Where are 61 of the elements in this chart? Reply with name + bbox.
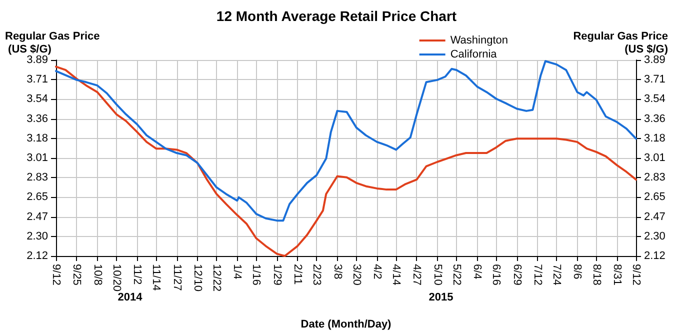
y2-tick-label: 2.83 xyxy=(644,172,666,184)
x-tick-label: 5/22 xyxy=(450,264,462,286)
x-tick-label: 7/12 xyxy=(531,264,544,286)
x-tick-label: 9/12 xyxy=(630,264,642,286)
x-tick-label: 8/18 xyxy=(590,264,602,286)
y-axis-title: Regular Gas Price (US $/G) xyxy=(5,30,100,56)
y-tick-label: 2.65 xyxy=(26,191,48,204)
x-tick-label: 8/31 xyxy=(610,264,623,286)
x-tick-label: 9/25 xyxy=(70,264,83,286)
x-tick-label: 1/16 xyxy=(250,264,262,286)
y-tick-label: 3.54 xyxy=(26,93,48,106)
x-tick-label: 4/27 xyxy=(410,264,423,286)
x-tick-label: 1/4 xyxy=(231,264,244,280)
y-tick-label: 3.71 xyxy=(26,74,48,86)
y2-tick-label: 3.89 xyxy=(644,54,666,66)
y-tick-label: 3.36 xyxy=(26,112,48,125)
y-tick-label: 3.18 xyxy=(26,132,48,144)
x-tick-label: 11/14 xyxy=(150,264,162,291)
y2-tick-label: 2.47 xyxy=(644,210,666,223)
x-tick-label: 3/20 xyxy=(350,264,362,286)
x-tick-label: 9/12 xyxy=(50,264,62,286)
y2-tick-label: 3.36 xyxy=(644,112,666,125)
y2-tick-label: 3.01 xyxy=(644,152,666,164)
y2-tick-label: 2.65 xyxy=(644,191,666,204)
y-tick-label: 2.83 xyxy=(26,172,48,184)
y-tick-label: 2.12 xyxy=(26,250,48,262)
x-tick-label: 2/11 xyxy=(292,264,304,285)
text: 2015 xyxy=(428,292,454,304)
x-tick-label: 2/23 xyxy=(310,264,323,286)
x-tick-label: 4/2 xyxy=(370,264,383,280)
legend-label: Washington xyxy=(450,34,508,46)
y2-tick-label: 2.12 xyxy=(644,250,666,262)
x-tick-label: 7/24 xyxy=(550,264,563,286)
y2-tick-label: 3.54 xyxy=(644,93,666,106)
x-tick-label: 10/20 xyxy=(110,264,122,292)
x-tick-label: 12/10 xyxy=(191,264,204,292)
text: 2014 xyxy=(118,292,144,304)
x-tick-label: 1/29 xyxy=(270,264,283,286)
y2-tick-label: 2.30 xyxy=(644,230,666,242)
x-tick-label: 5/10 xyxy=(431,264,444,286)
y-tick-label: 2.47 xyxy=(26,210,48,223)
x-tick-label: 6/4 xyxy=(471,264,484,280)
y-tick-label: 2.30 xyxy=(26,230,48,242)
y2-axis-title: Regular Gas Price (US $/G) xyxy=(573,30,668,56)
x-tick-label: 10/8 xyxy=(91,264,104,286)
y-tick-label: 3.89 xyxy=(26,54,48,66)
x-tick-label: 4/14 xyxy=(390,264,402,286)
x-tick-label: 8/6 xyxy=(571,264,584,280)
y2-tick-label: 3.71 xyxy=(644,74,666,86)
x-tick-label: 3/8 xyxy=(331,264,344,280)
line-series xyxy=(55,60,637,222)
y2-tick-label: 3.18 xyxy=(644,132,666,144)
x-tick-label: 6/16 xyxy=(490,264,502,286)
y-tick-label: 3.01 xyxy=(26,152,48,164)
x-axis-title: Date (Month/Day) xyxy=(300,318,392,330)
x-tick-label: 12/22 xyxy=(210,264,222,292)
chart-title: 12 Month Average Retail Price Chart xyxy=(216,8,457,24)
x-tick-label: 11/2 xyxy=(131,264,144,285)
x-tick-label: 6/29 xyxy=(510,264,523,286)
legend-label: California xyxy=(450,48,498,60)
x-tick-label: 11/27 xyxy=(170,264,183,291)
